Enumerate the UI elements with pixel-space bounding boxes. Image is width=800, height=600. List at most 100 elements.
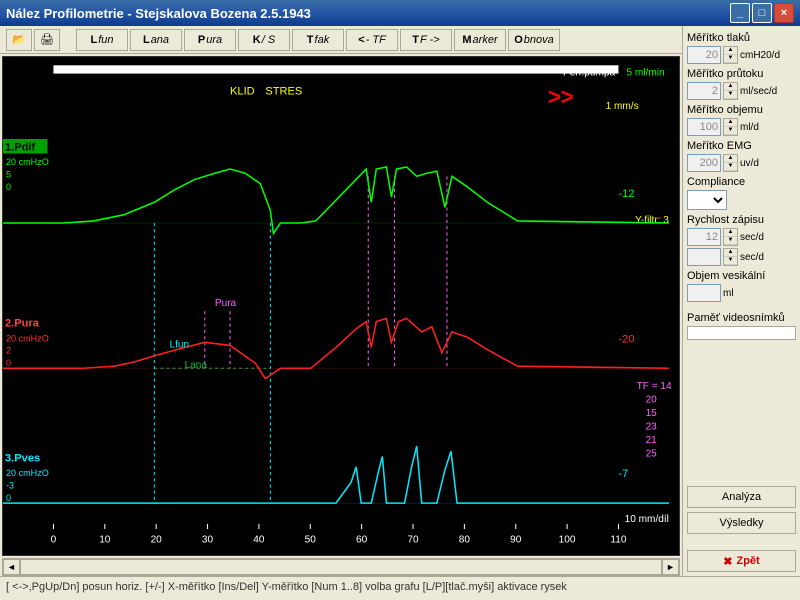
status-text: [ <->,PgUp/Dn] posun horiz. [+/-] X-měří… [6,581,567,593]
side-panel: Měřítko tlaků ▲▼ cmH20/d Měřítko průtoku… [682,26,800,576]
svg-text:0: 0 [51,534,57,545]
pressure-scale-input[interactable] [687,46,721,64]
toolbar-btn-6[interactable]: TF -> [400,29,452,51]
svg-text:20: 20 [151,534,163,545]
svg-text:Perf.pumpa: Perf.pumpa [563,68,615,79]
svg-text:KLID: KLID [230,85,255,97]
toolbar-btn-2[interactable]: P ura [184,29,236,51]
writespeed-input[interactable] [687,228,721,246]
svg-text:0: 0 [6,358,11,368]
pressure-unit: cmH20/d [740,50,780,61]
writespeed-spinner[interactable]: ▲▼ [723,228,738,246]
emg-scale-input[interactable] [687,154,721,172]
svg-text:1 mm/s: 1 mm/s [606,101,639,112]
toolbar-btn-5[interactable]: <- TF [346,29,398,51]
volume-spinner[interactable]: ▲▼ [723,118,738,136]
svg-text:20 cmHzO: 20 cmHzO [6,333,49,343]
svg-text:25: 25 [646,448,658,459]
emg-unit: uv/d [740,158,759,169]
svg-text:TF = 14: TF = 14 [637,381,672,392]
video-memory-bar [687,326,796,340]
toolbar-btn-0[interactable]: L fun [76,29,128,51]
maximize-button[interactable]: □ [752,3,772,23]
svg-text:90: 90 [510,534,522,545]
compliance-select[interactable] [687,190,727,210]
writespeed-label: Rychlost zápisu [687,214,796,226]
svg-text:3.Pves: 3.Pves [5,453,40,465]
svg-text:2.Pura: 2.Pura [5,318,40,330]
window-titlebar: Nález Profilometrie - Stejskalova Bozena… [0,0,800,26]
flow-spinner[interactable]: ▲▼ [723,82,738,100]
svg-text:-20: -20 [618,333,634,345]
svg-text:60: 60 [356,534,368,545]
svg-text:20 cmHzO: 20 cmHzO [6,468,49,478]
volume-unit: ml/d [740,122,759,133]
svg-text:110: 110 [610,534,626,545]
svg-text:20: 20 [646,394,658,405]
svg-text:70: 70 [407,534,419,545]
scroll-right-button[interactable]: ► [662,559,679,575]
results-button[interactable]: Výsledky [687,512,796,534]
toolbar-btn-3[interactable]: K / S [238,29,290,51]
svg-text:30: 30 [202,534,214,545]
svg-text:21: 21 [646,435,658,446]
svg-text:2: 2 [6,346,11,356]
pressure-scale-label: Měřítko tlaků [687,32,796,44]
svg-text:Y-filtr: 3: Y-filtr: 3 [635,215,669,226]
svg-text:-12: -12 [618,188,634,200]
pressure-spinner[interactable]: ▲▼ [723,46,738,64]
svg-text:Pura: Pura [215,298,237,309]
svg-text:20 cmHzO: 20 cmHzO [6,157,49,167]
vesical-unit: ml [723,288,734,299]
svg-text:40: 40 [253,534,265,545]
writespeed2-input[interactable] [687,248,721,266]
svg-text:23: 23 [646,421,658,432]
status-bar: [ <->,PgUp/Dn] posun horiz. [+/-] X-měří… [0,576,800,596]
writespeed2-unit: sec/d [740,252,764,263]
svg-text:100: 100 [559,534,576,545]
analyze-button[interactable]: Analýza [687,486,796,508]
svg-text:1.Pdif: 1.Pdif [5,141,35,153]
svg-text:Lana: Lana [185,360,208,371]
svg-text:5 ml/min: 5 ml/min [627,68,665,79]
volume-scale-label: Měřítko objemu [687,104,796,116]
svg-text:-7: -7 [618,468,628,480]
svg-text:10 mm/díl: 10 mm/díl [625,514,669,525]
svg-text:5: 5 [6,169,11,179]
svg-text:50: 50 [305,534,317,545]
svg-text:0: 0 [6,182,11,192]
toolbar-btn-4[interactable]: T fak [292,29,344,51]
horizontal-scrollbar[interactable]: ◄ ► [2,558,680,576]
toolbar-btn-1[interactable]: L ana [130,29,182,51]
flow-scale-label: Měřítko průtoku [687,68,796,80]
chart-area[interactable]: KLID STRES >> Perf.pumpa 5 ml/min 1 mm/s Y-fil… [2,56,680,556]
svg-text:80: 80 [459,534,471,545]
toolbar-btn-8[interactable]: Obnova [508,29,560,51]
volume-scale-input[interactable] [687,118,721,136]
svg-text:Lfun: Lfun [169,339,189,350]
toolbar: 📂 🖨 L funL anaP uraK / ST fak<- TFTF ->M… [0,26,682,54]
svg-text:-3: -3 [6,480,14,490]
vesical-label: Objem vesikální [687,270,796,282]
svg-text:STRES: STRES [265,85,302,97]
scroll-left-button[interactable]: ◄ [3,559,20,575]
minimize-button[interactable]: _ [730,3,750,23]
flow-unit: ml/sec/d [740,86,777,97]
svg-text:10: 10 [99,534,111,545]
toolbar-btn-7[interactable]: Marker [454,29,506,51]
vesical-input[interactable] [687,284,721,302]
flow-scale-input[interactable] [687,82,721,100]
window-title: Nález Profilometrie - Stejskalova Bozena… [6,6,311,21]
svg-text:>>: >> [548,84,574,109]
close-button[interactable]: × [774,3,794,23]
print-button[interactable]: 🖨 [34,29,60,51]
emg-spinner[interactable]: ▲▼ [723,154,738,172]
open-button[interactable]: 📂 [6,29,32,51]
back-button[interactable]: ✖Zpět [687,550,796,572]
compliance-label: Compliance [687,176,796,188]
svg-text:0: 0 [6,493,11,503]
writespeed2-spinner[interactable]: ▲▼ [723,248,738,266]
video-memory-label: Paměť videosnímků [687,312,796,324]
emg-scale-label: Meřítko EMG [687,140,796,152]
writespeed-unit: sec/d [740,232,764,243]
